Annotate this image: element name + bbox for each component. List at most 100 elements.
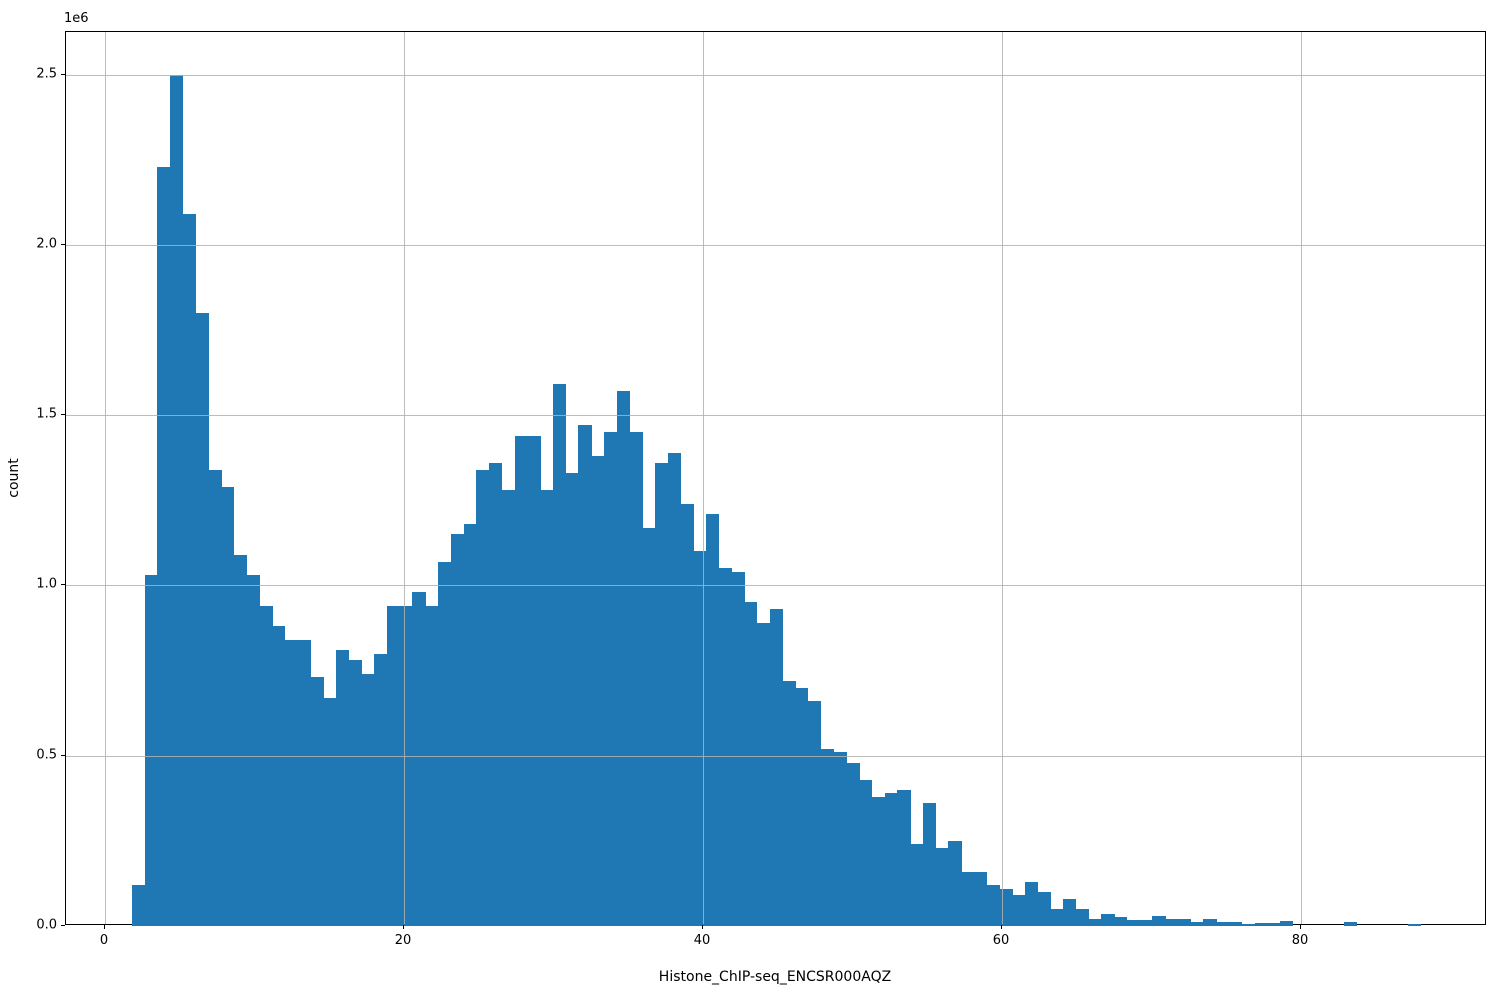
bars-layer	[66, 32, 1485, 926]
histogram-bar	[833, 752, 847, 926]
histogram-bar	[756, 622, 771, 926]
gridline-x-40	[703, 32, 705, 924]
histogram-bar	[769, 609, 783, 926]
histogram-bar	[335, 650, 350, 926]
histogram-bar	[182, 214, 197, 926]
gridline-x-60	[1002, 32, 1004, 924]
histogram-bar	[412, 592, 426, 926]
histogram-bar	[1024, 881, 1039, 926]
histogram-bar	[629, 432, 643, 926]
gridline-y-2	[66, 244, 1485, 246]
y-tick-label: 2.5	[36, 66, 57, 82]
histogram-bar	[157, 166, 171, 926]
histogram-bar	[986, 885, 1000, 926]
y-tick-mark	[61, 414, 65, 416]
histogram-bar	[1267, 922, 1281, 926]
histogram-bar	[1088, 919, 1102, 926]
x-tick-mark	[1001, 925, 1003, 929]
histogram-bar	[654, 462, 669, 926]
histogram-bar	[795, 687, 809, 926]
y-tick-label: 2.0	[36, 236, 57, 252]
histogram-bar	[871, 796, 885, 926]
y-tick-mark	[61, 584, 65, 586]
histogram-bar	[1126, 919, 1141, 926]
histogram-bar	[386, 605, 401, 926]
histogram-bar	[463, 524, 477, 926]
grid-layer	[66, 32, 1485, 924]
histogram-bar	[859, 779, 873, 926]
histogram-bar	[948, 840, 962, 926]
y-tick-label: 1.0	[36, 576, 57, 592]
y-axis-offset-text: 1e6	[64, 11, 89, 26]
histogram-bar	[501, 490, 516, 926]
x-tick-label: 40	[693, 933, 711, 948]
histogram-bar	[578, 425, 592, 926]
gridline-x-0	[105, 32, 107, 924]
gridline-y-1	[66, 585, 1485, 587]
y-tick-label: 0.0	[36, 917, 57, 933]
histogram-bar	[603, 432, 618, 926]
histogram-bar	[1190, 921, 1204, 926]
histogram-bar	[1407, 924, 1421, 926]
y-tick-mark	[61, 925, 65, 926]
y-tick-mark	[61, 754, 65, 756]
y-tick-mark	[61, 243, 65, 245]
histogram-bar	[361, 673, 375, 926]
x-tick-mark	[1300, 925, 1302, 929]
histogram-bar	[1139, 919, 1153, 926]
histogram-bar	[170, 74, 184, 926]
histogram-bar	[552, 384, 567, 926]
histogram-bar	[731, 571, 745, 926]
histogram-bar	[667, 452, 681, 926]
histogram-bar	[1075, 908, 1090, 926]
x-tick-mark	[702, 925, 704, 929]
histogram-bar	[846, 762, 860, 926]
histogram-bar	[476, 469, 490, 926]
histogram-bar	[540, 490, 554, 926]
histogram-bar	[1241, 923, 1255, 926]
histogram-bar	[1012, 895, 1026, 926]
histogram-bar	[221, 486, 235, 926]
histogram-bar	[1177, 919, 1192, 926]
histogram-bar	[425, 605, 439, 926]
y-tick-mark	[61, 73, 65, 75]
histogram-bar	[1037, 891, 1051, 926]
x-tick-label: 20	[394, 933, 412, 948]
y-tick-label: 0.5	[36, 747, 57, 763]
histogram-bar	[807, 701, 822, 926]
histogram-bar	[450, 534, 464, 926]
histogram-bar	[1050, 908, 1064, 926]
gridline-y-2.5	[66, 74, 1485, 76]
x-tick-mark	[403, 925, 405, 929]
histogram-bar	[922, 803, 937, 926]
histogram-bar	[1101, 914, 1115, 926]
histogram-bar	[680, 503, 694, 926]
histogram-bar	[616, 391, 630, 926]
histogram-bar	[272, 626, 286, 926]
histogram-bar	[1229, 921, 1243, 926]
histogram-bar	[973, 871, 988, 926]
histogram-bar	[642, 527, 656, 926]
histogram-bar	[1152, 916, 1166, 926]
histogram-bar	[1216, 921, 1230, 926]
histogram-bar	[782, 680, 796, 926]
histogram-bar	[705, 513, 720, 926]
histogram-bar	[233, 554, 248, 926]
gridline-x-80	[1301, 32, 1303, 924]
histogram-bar	[897, 789, 911, 926]
histogram-bar	[348, 660, 362, 926]
histogram-bar	[437, 561, 452, 926]
x-tick-label: 60	[992, 933, 1010, 948]
histogram-bar	[527, 435, 541, 926]
histogram-bar	[195, 312, 209, 926]
histogram-bar	[744, 602, 758, 926]
x-axis-label: Histone_ChIP-seq_ENCSR000AQZ	[658, 969, 892, 985]
histogram-bar	[820, 748, 834, 926]
histogram-bar	[246, 575, 260, 926]
x-tick-mark	[104, 925, 106, 929]
histogram-bar	[1114, 917, 1128, 926]
y-axis-label: count	[6, 458, 22, 498]
histogram-bar	[1063, 898, 1077, 926]
